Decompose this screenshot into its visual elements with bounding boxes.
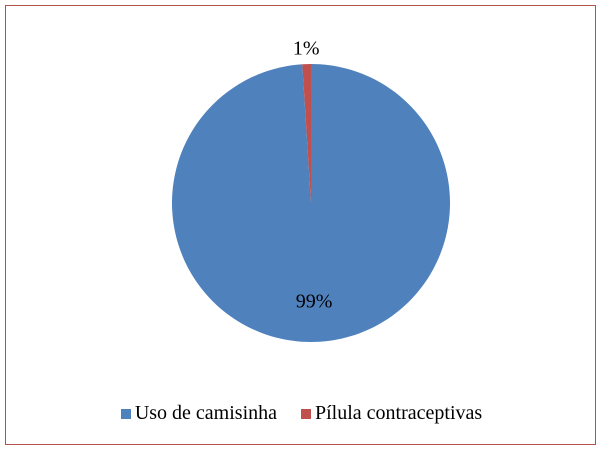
pie-slices [172, 64, 451, 343]
legend-swatch-pilula-contraceptivas [301, 408, 311, 419]
legend-label-uso-de-camisinha: Uso de camisinha [134, 402, 277, 424]
legend-label-pilula-contraceptivas: Pílula contraceptivas [315, 402, 483, 424]
legend-item-uso-de-camisinha: Uso de camisinha [120, 402, 277, 425]
legend-swatch-uso-de-camisinha [120, 408, 131, 419]
pie-slice-1 [302, 64, 311, 203]
data-label-1: 1% [293, 38, 320, 60]
pie-slice-0 [172, 64, 451, 343]
pie-data-labels: 99% 1% [293, 38, 333, 313]
legend-item-pilula-contraceptivas: Pílula contraceptivas [301, 402, 482, 425]
legend: Uso de camisinha Pílula contraceptivas [0, 402, 603, 425]
data-label-0: 99% [296, 291, 333, 313]
